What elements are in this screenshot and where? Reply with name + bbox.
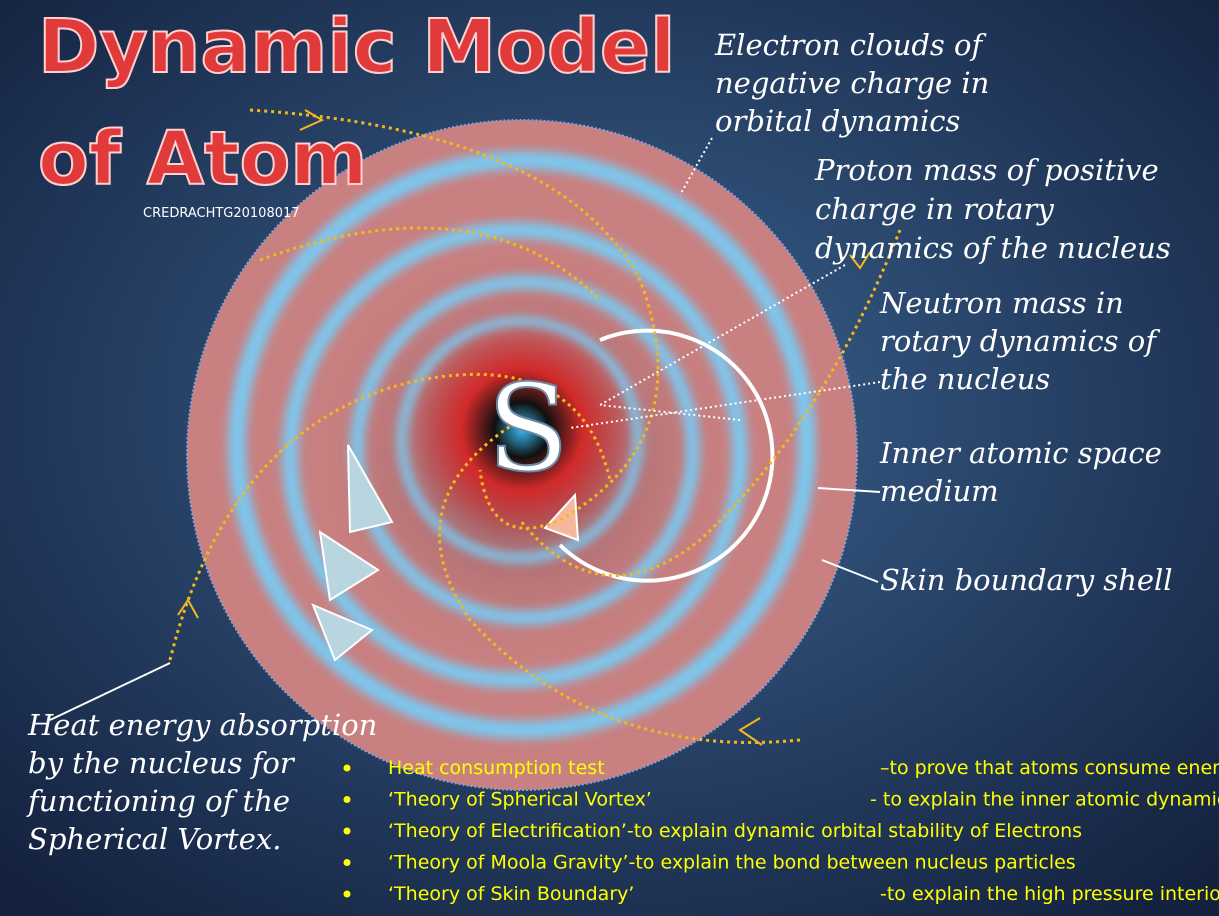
inner-label: medium <box>880 474 999 508</box>
title: Dynamic Model <box>38 4 675 90</box>
inner-label: Inner atomic space <box>879 436 1162 470</box>
bullet-text: ‘Theory of Spherical Vortex’ <box>388 789 652 811</box>
bullet-text: ‘Theory of Moola Gravity’-to explain the… <box>388 852 1076 874</box>
neutron-label: rotary dynamics of <box>880 324 1161 358</box>
electron-label: orbital dynamics <box>715 104 960 138</box>
electron-label: negative charge in <box>715 66 989 100</box>
bullet-dot <box>343 890 351 898</box>
bullet-text: –to prove that atoms consume energy <box>880 757 1219 779</box>
bullet-dot <box>343 827 351 835</box>
heat-label: Spherical Vortex. <box>28 822 281 856</box>
bullet-text: -to explain the high pressure interior s… <box>880 883 1219 905</box>
neutron-label: the nucleus <box>880 362 1050 396</box>
atom <box>49 108 902 791</box>
heat-label: Heat energy absorption <box>27 708 377 742</box>
bullet-text: ‘Theory of Electrification’-to explain d… <box>388 820 1082 842</box>
heat-label: functioning of the <box>26 784 290 818</box>
bullet-text: ‘Theory of Skin Boundary’ <box>388 883 634 905</box>
proton-label: charge in rotary <box>815 192 1054 226</box>
title: of Atom <box>38 116 367 202</box>
credit: CREDRACHTG20108017 <box>143 206 300 221</box>
texts: Dynamic Model of Atom CREDRACHTG20108017 S E… <box>26 3 1219 905</box>
bullet-dot <box>343 859 351 866</box>
bullet-dot <box>343 764 351 772</box>
heat-label: by the nucleus for <box>28 746 296 780</box>
bullet-text: - to explain the inner atomic dynamics <box>870 789 1219 811</box>
nucleus-letter: S <box>487 360 569 499</box>
proton-label: dynamics of the nucleus <box>815 231 1171 265</box>
electron-label: Electron clouds of <box>714 28 987 62</box>
bullet-text: Heat consumption test <box>388 757 605 779</box>
skin-label: Skin boundary shell <box>880 563 1173 597</box>
proton-label: Proton mass of positive <box>814 153 1159 187</box>
bullet-dot <box>343 796 351 803</box>
neutron-label: Neutron mass in <box>879 286 1124 320</box>
